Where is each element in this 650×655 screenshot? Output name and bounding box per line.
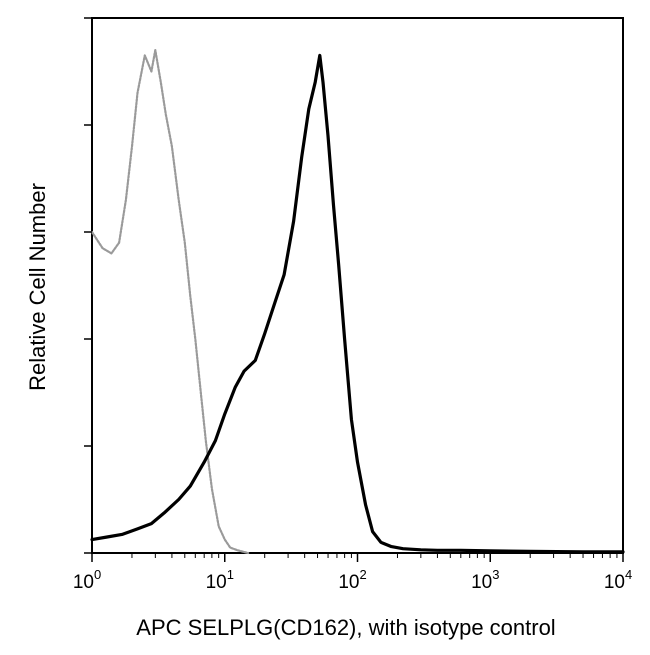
series-line-2 [90, 53, 625, 554]
series-layer [90, 49, 625, 555]
x-tick-label: 103 [471, 567, 499, 593]
x-axis-ticks: 100 101 102 103 104 [73, 553, 632, 593]
x-tick-label: 100 [73, 567, 101, 593]
x-tick-label: 104 [604, 567, 632, 593]
y-axis-ticks [84, 17, 92, 554]
x-tick-label: 102 [338, 567, 366, 593]
y-axis-label: Relative Cell Number [25, 183, 50, 391]
plot-frame [91, 17, 624, 554]
series-line-1 [90, 49, 250, 555]
x-axis-label: APC SELPLG(CD162), with isotype control [136, 615, 555, 640]
x-tick-label: 101 [206, 567, 234, 593]
